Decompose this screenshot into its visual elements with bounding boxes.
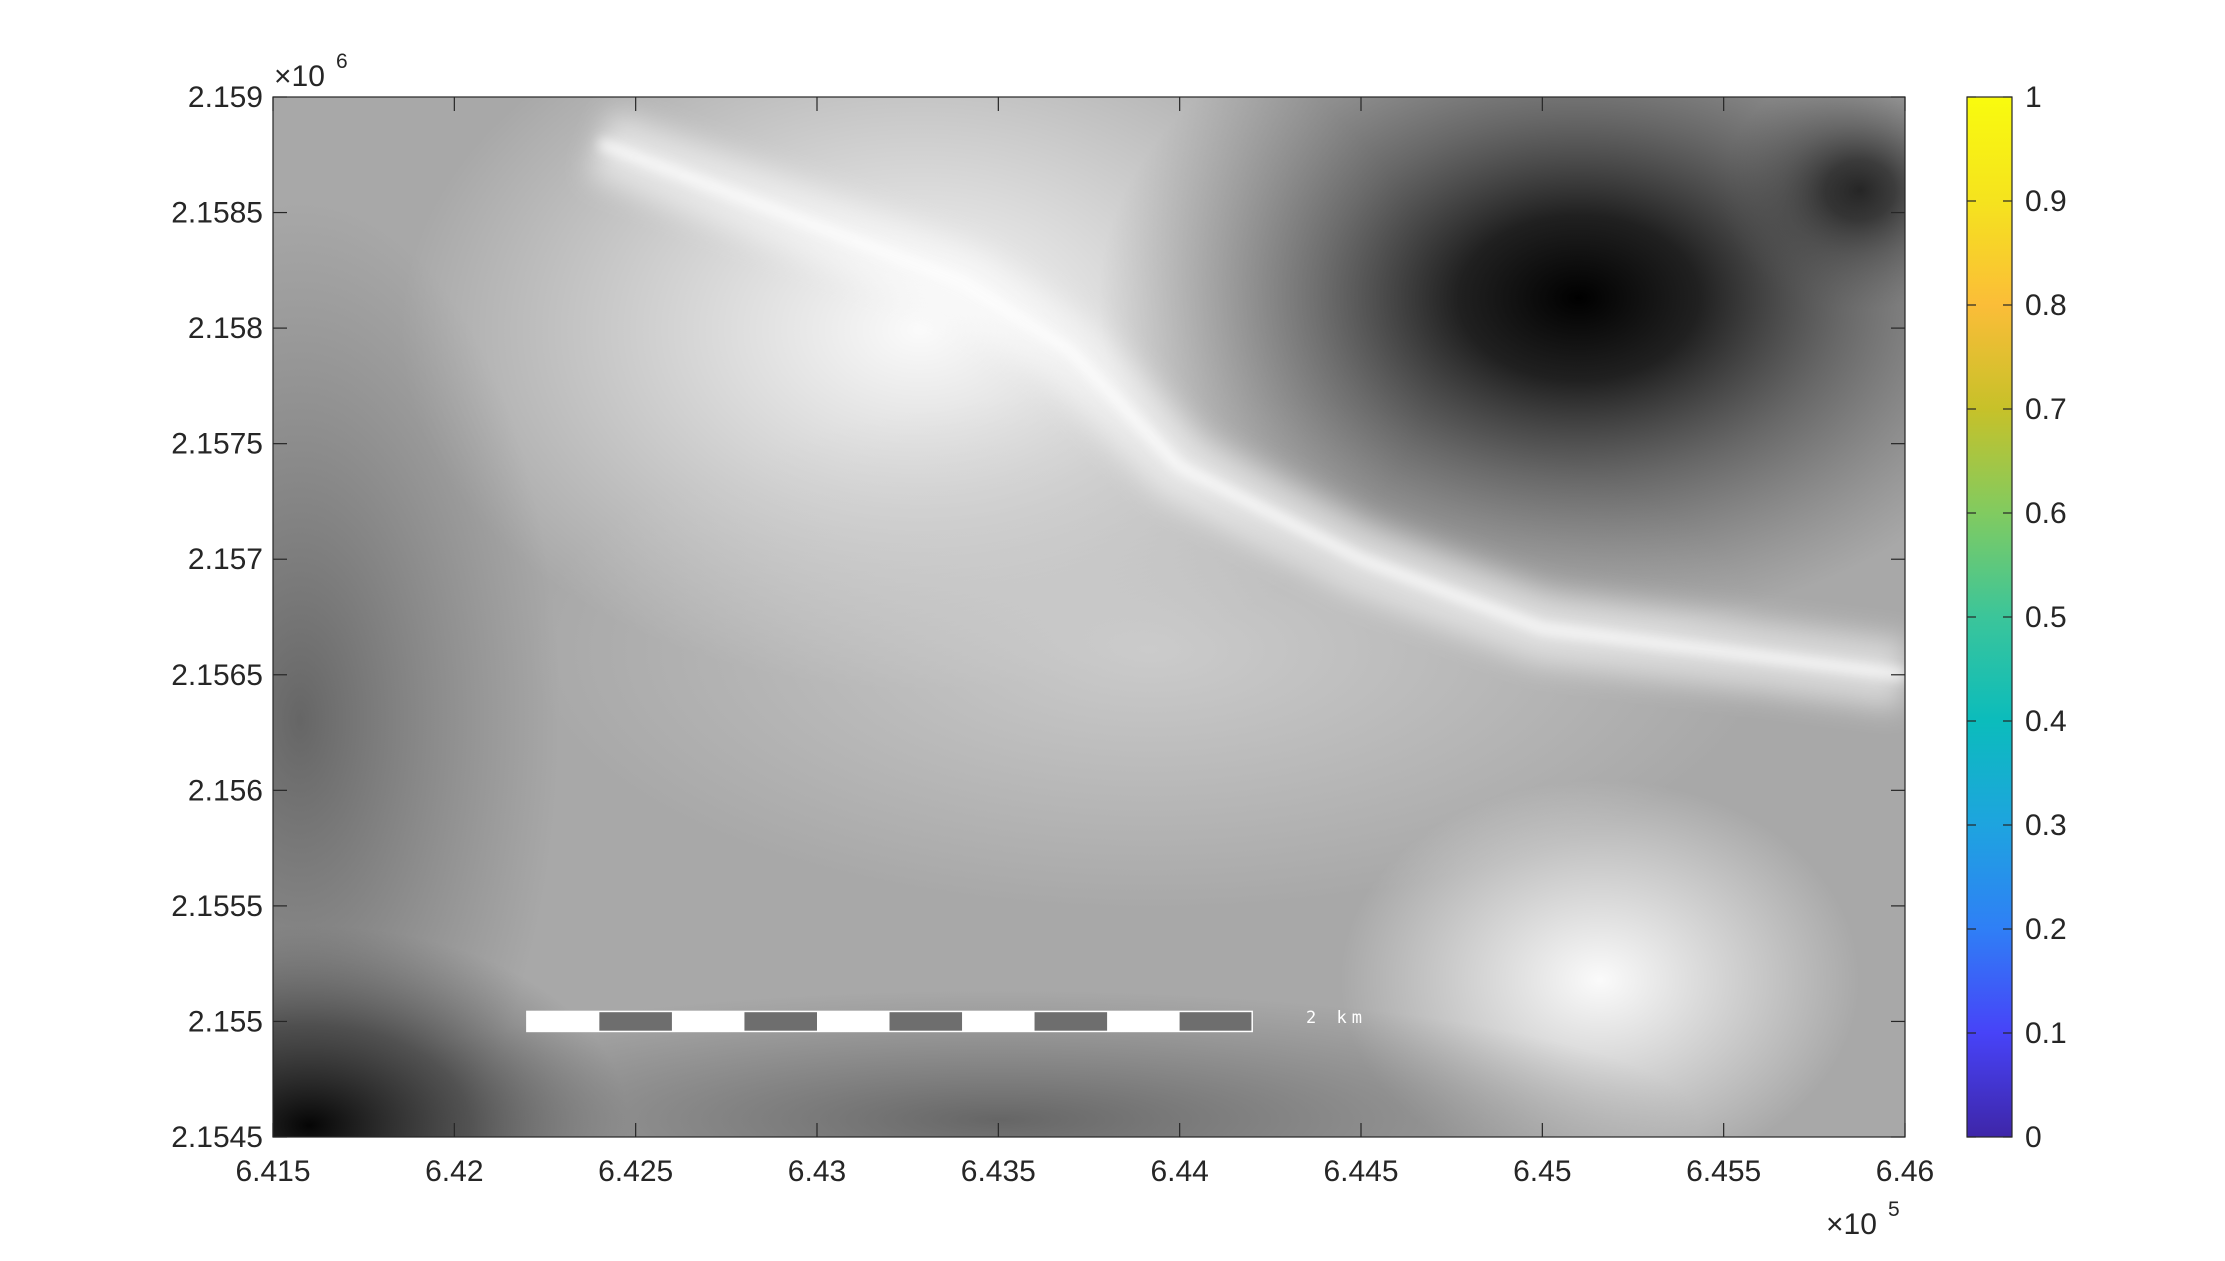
svg-text:×10: ×10: [1826, 1208, 1877, 1241]
x-tick-label: 6.415: [235, 1155, 310, 1188]
axes-box: [272, 96, 1906, 1138]
dark-left-region: [273, 200, 560, 1137]
colorbar-tick-label: 0.4: [2025, 705, 2067, 738]
plot-area: [273, 97, 1905, 1137]
y-exponent-label: ×10 6: [274, 50, 348, 93]
x-tick-label: 6.43: [788, 1155, 846, 1188]
y-tick-label: 2.1565: [171, 659, 263, 692]
y-tick-label: 2.159: [188, 81, 263, 114]
x-tick-label: 6.445: [1323, 1155, 1398, 1188]
colorbar-ticks: 0 0.1 0.2 0.3 0.4 0.5 0.6 0.7 0.8 0.9 1: [1967, 81, 2067, 1154]
colorbar-tick-label: 0.2: [2025, 913, 2067, 946]
y-tick-label: 2.155: [188, 1005, 263, 1038]
svg-text:×10: ×10: [274, 60, 325, 93]
scale-bar-segment: [817, 1011, 890, 1032]
x-exponent-label: ×10 5: [1826, 1198, 1900, 1241]
scale-bar-segment: [671, 1011, 745, 1032]
scale-bar-label: 2 km: [1306, 1008, 1367, 1028]
colorbar-tick-label: 0: [2025, 1121, 2042, 1154]
scale-bar-segment: [1107, 1011, 1180, 1032]
y-tick-label: 2.1545: [171, 1121, 263, 1154]
colorbar-tick-label: 0.8: [2025, 289, 2067, 322]
x-tick-label: 6.44: [1150, 1155, 1208, 1188]
x-axis: 6.415 6.42 6.425 6.43 6.435 6.44 6.445 6.45 6.45…: [235, 97, 1934, 1188]
scale-bar-outline: [526, 1010, 1253, 1033]
y-tick-label: 2.158: [188, 312, 263, 345]
y-tick-label: 2.156: [188, 774, 263, 807]
colorbar-tick-label: 0.9: [2025, 185, 2067, 218]
y-axis: 2.159 2.1585 2.158 2.1575 2.157 2.1565 2.156 2.…: [171, 81, 1905, 1154]
dark-peak-east: [1720, 97, 1905, 310]
x-tick-label: 6.455: [1686, 1155, 1761, 1188]
x-tick-label: 6.42: [425, 1155, 483, 1188]
colorbar-tick-label: 0.3: [2025, 809, 2067, 842]
scale-bar: [526, 1010, 1253, 1033]
scale-bar-segment: [1179, 1011, 1253, 1032]
colorbar-tick-label: 0.1: [2025, 1017, 2067, 1050]
scale-bar-segment: [599, 1011, 672, 1032]
scale-bar-segment: [889, 1011, 963, 1032]
scale-bar-segment: [1034, 1011, 1108, 1032]
svg-text:6: 6: [336, 50, 348, 73]
x-tick-label: 6.45: [1513, 1155, 1571, 1188]
colorbar: 0 0.1 0.2 0.3 0.4 0.5 0.6 0.7 0.8 0.9 1: [1966, 81, 2067, 1154]
y-tick-label: 2.157: [188, 543, 263, 576]
colorbar-tick-label: 1: [2025, 81, 2042, 114]
dark-corner: [273, 925, 630, 1137]
x-tick-label: 6.46: [1876, 1155, 1934, 1188]
scale-bar-segment: [526, 1011, 600, 1032]
y-tick-label: 2.1585: [171, 197, 263, 230]
scale-bar-segment: [744, 1011, 817, 1032]
colorbar-tick-label: 0.5: [2025, 601, 2067, 634]
ridge-line: [597, 138, 1905, 680]
scale-bar-segment: [962, 1011, 1035, 1032]
x-tick-label: 6.435: [961, 1155, 1036, 1188]
y-tick-label: 2.1555: [171, 890, 263, 923]
svg-text:5: 5: [1888, 1198, 1900, 1221]
colorbar-tick-label: 0.6: [2025, 497, 2067, 530]
x-tick-label: 6.425: [598, 1155, 673, 1188]
colorbar-tick-label: 0.7: [2025, 393, 2067, 426]
y-tick-label: 2.1575: [171, 428, 263, 461]
